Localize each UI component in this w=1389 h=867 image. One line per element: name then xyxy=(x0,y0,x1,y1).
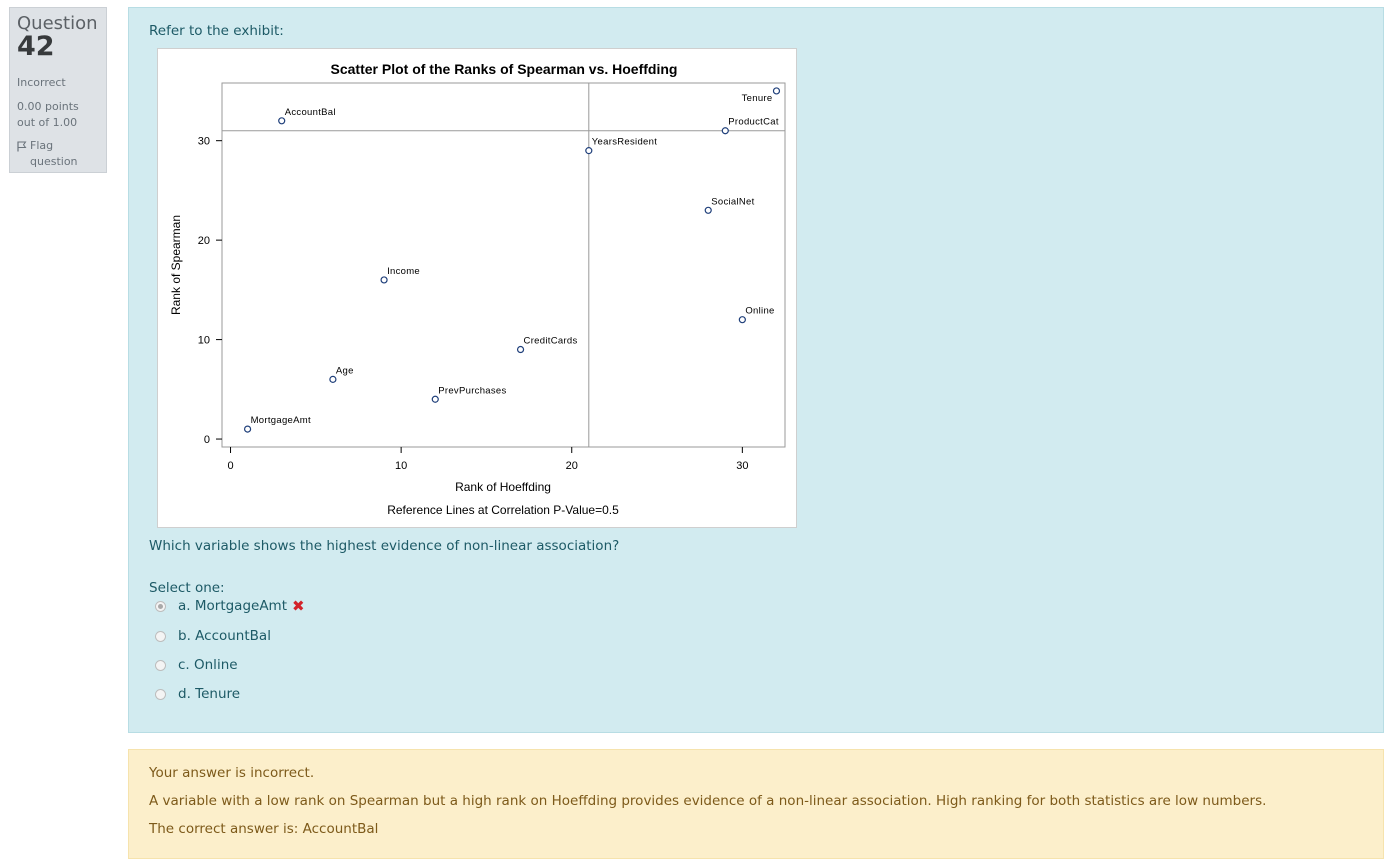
option-b-radio[interactable] xyxy=(155,630,166,642)
feedback-result: Your answer is incorrect. xyxy=(149,765,315,781)
option-d-radio[interactable] xyxy=(155,688,166,700)
option-c-radio[interactable] xyxy=(155,659,166,671)
point-label-prevpurchases: PrevPurchases xyxy=(438,385,506,396)
point-label-age: Age xyxy=(336,365,354,376)
select-one-prompt: Select one: xyxy=(149,580,225,596)
option-d-label[interactable]: d. Tenure xyxy=(178,686,241,702)
data-point-tenure xyxy=(772,87,781,95)
flag-icon xyxy=(17,141,27,152)
x-tick-label: 20 xyxy=(566,460,578,472)
point-label-socialnet: SocialNet xyxy=(711,196,754,207)
option-c[interactable]: c. Online xyxy=(155,654,395,676)
data-point-mortgageamt xyxy=(243,425,252,433)
plot-frame xyxy=(221,82,786,448)
question-state: Incorrect xyxy=(17,76,66,89)
chart-footnote: Reference Lines at Correlation P-Value=0… xyxy=(387,503,619,517)
scatter-chart: Scatter Plot of the Ranks of Spearman vs… xyxy=(169,61,786,517)
option-d[interactable]: d. Tenure xyxy=(155,683,395,705)
y-tick-label: 30 xyxy=(198,136,210,148)
flag-question-link[interactable]: Flag question xyxy=(17,138,99,170)
data-point-age xyxy=(329,375,337,383)
option-b-label[interactable]: b. AccountBal xyxy=(178,628,271,644)
option-c-label[interactable]: c. Online xyxy=(178,657,238,673)
feedback-panel: Your answer is incorrect. A variable wit… xyxy=(128,749,1384,859)
data-point-online xyxy=(738,316,746,324)
y-tick-label: 20 xyxy=(198,235,210,247)
exhibit-image: Scatter Plot of the Ranks of Spearman vs… xyxy=(157,48,797,528)
question-text: Which variable shows the highest evidenc… xyxy=(149,538,620,554)
y-axis-label: Rank of Spearman xyxy=(169,215,183,315)
x-tick-label: 10 xyxy=(395,460,407,472)
point-label-income: Income xyxy=(387,266,420,277)
feedback-explanation: A variable with a low rank on Spearman b… xyxy=(149,793,1267,809)
option-a[interactable]: a. MortgageAmt ✖ xyxy=(155,595,395,617)
option-b[interactable]: b. AccountBal xyxy=(155,625,395,647)
point-label-creditcards: CreditCards xyxy=(524,336,578,347)
option-a-radio[interactable] xyxy=(155,600,166,612)
incorrect-icon: ✖ xyxy=(292,596,305,615)
data-point-prevpurchases xyxy=(431,395,439,403)
x-tick-label: 0 xyxy=(227,460,233,472)
correct-answer-text: The correct answer is: AccountBal xyxy=(149,821,379,837)
option-a-label[interactable]: a. MortgageAmt xyxy=(178,598,288,614)
exhibit-intro: Refer to the exhibit: xyxy=(149,23,284,39)
chart-title: Scatter Plot of the Ranks of Spearman vs… xyxy=(331,61,678,77)
question-number: 42 xyxy=(17,31,55,62)
question-grade: 0.00 points out of 1.00 xyxy=(17,100,79,129)
y-tick-label: 10 xyxy=(198,335,210,347)
data-point-yearsresident xyxy=(585,147,593,155)
x-tick-label: 30 xyxy=(736,460,748,472)
point-label-productcat: ProductCat xyxy=(728,117,779,128)
question-info-panel: Question 42 Incorrect 0.00 points out of… xyxy=(9,7,107,173)
flag-question-label: Flag question xyxy=(30,139,78,168)
data-point-socialnet xyxy=(704,206,712,214)
point-label-yearsresident: YearsResident xyxy=(592,137,657,148)
point-label-tenure: Tenure xyxy=(742,93,773,104)
data-point-creditcards xyxy=(516,345,525,354)
question-label: Question xyxy=(17,13,98,34)
question-formulation: Refer to the exhibit: Scatter Plot of th… xyxy=(128,7,1384,733)
x-axis-label: Rank of Hoeffding xyxy=(455,480,551,494)
point-label-accountbal: AccountBal xyxy=(285,107,336,118)
data-point-accountbal xyxy=(278,117,286,125)
data-point-income xyxy=(380,276,388,284)
data-point-productcat xyxy=(721,127,729,135)
point-label-mortgageamt: MortgageAmt xyxy=(251,415,311,426)
point-label-online: Online xyxy=(745,306,774,317)
y-tick-label: 0 xyxy=(204,434,210,446)
